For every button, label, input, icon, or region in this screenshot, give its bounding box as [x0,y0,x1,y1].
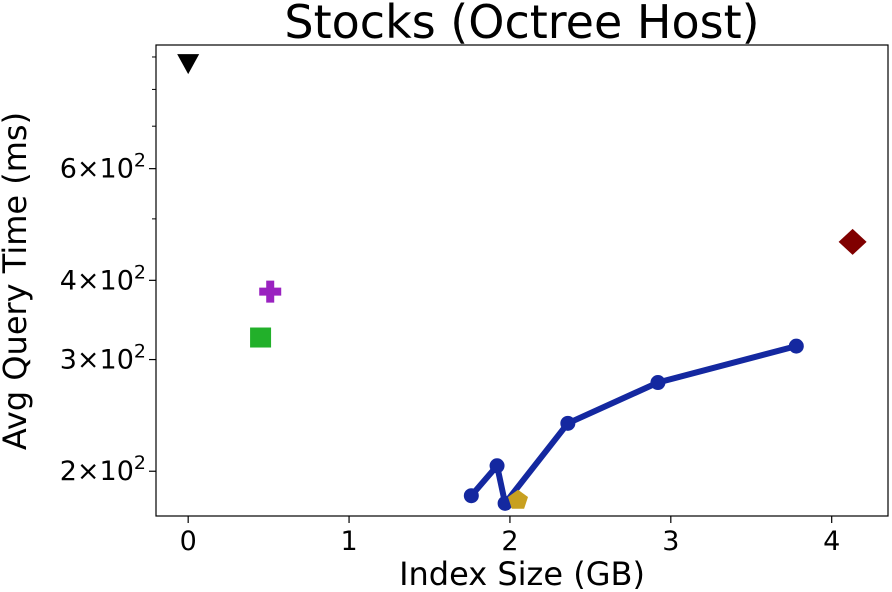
plot-marks [177,54,867,511]
y-tick-times-sign: ×10 [77,345,134,376]
y-tick-times-sign: ×10 [77,456,134,487]
y-tick-label: 3×102 [60,341,146,376]
y-tick-exponent: 2 [134,150,146,172]
y-tick-times-sign: ×10 [77,154,134,185]
x-axis-label: Index Size (GB) [399,555,645,592]
y-tick-label: 6×102 [60,150,146,185]
y-tick-label: 2×102 [60,452,146,487]
data-point-pentagon [508,489,528,509]
chart-title: Stocks (Octree Host) [284,0,759,49]
x-tick-label: 0 [180,526,197,557]
y-tick-exponent: 2 [134,341,146,363]
series-line [468,343,800,507]
data-point-diamond [838,228,867,255]
data-point [560,415,576,431]
data-point-plus [259,280,282,303]
y-tick-label: 4×102 [60,261,146,296]
data-point-triangle [177,54,200,75]
data-point [788,338,804,354]
y-tick-times-sign: ×10 [77,265,134,296]
x-tick-label: 4 [823,526,840,557]
data-point [489,458,505,474]
y-axis-label: Avg Query Time (ms) [0,112,34,450]
x-tick-label: 3 [662,526,679,557]
y-tick-exponent: 2 [134,261,146,283]
y-tick-mantissa: 4 [60,265,77,296]
plot-frame [155,44,889,517]
data-point [463,488,479,504]
y-tick-exponent: 2 [134,452,146,474]
y-tick-mantissa: 3 [60,345,77,376]
data-point-square [250,327,272,348]
data-point [650,375,666,391]
y-tick-mantissa: 6 [60,154,77,185]
y-tick-mantissa: 2 [60,456,77,487]
x-tick-label: 1 [340,526,357,557]
x-tick-label: 2 [501,526,518,557]
